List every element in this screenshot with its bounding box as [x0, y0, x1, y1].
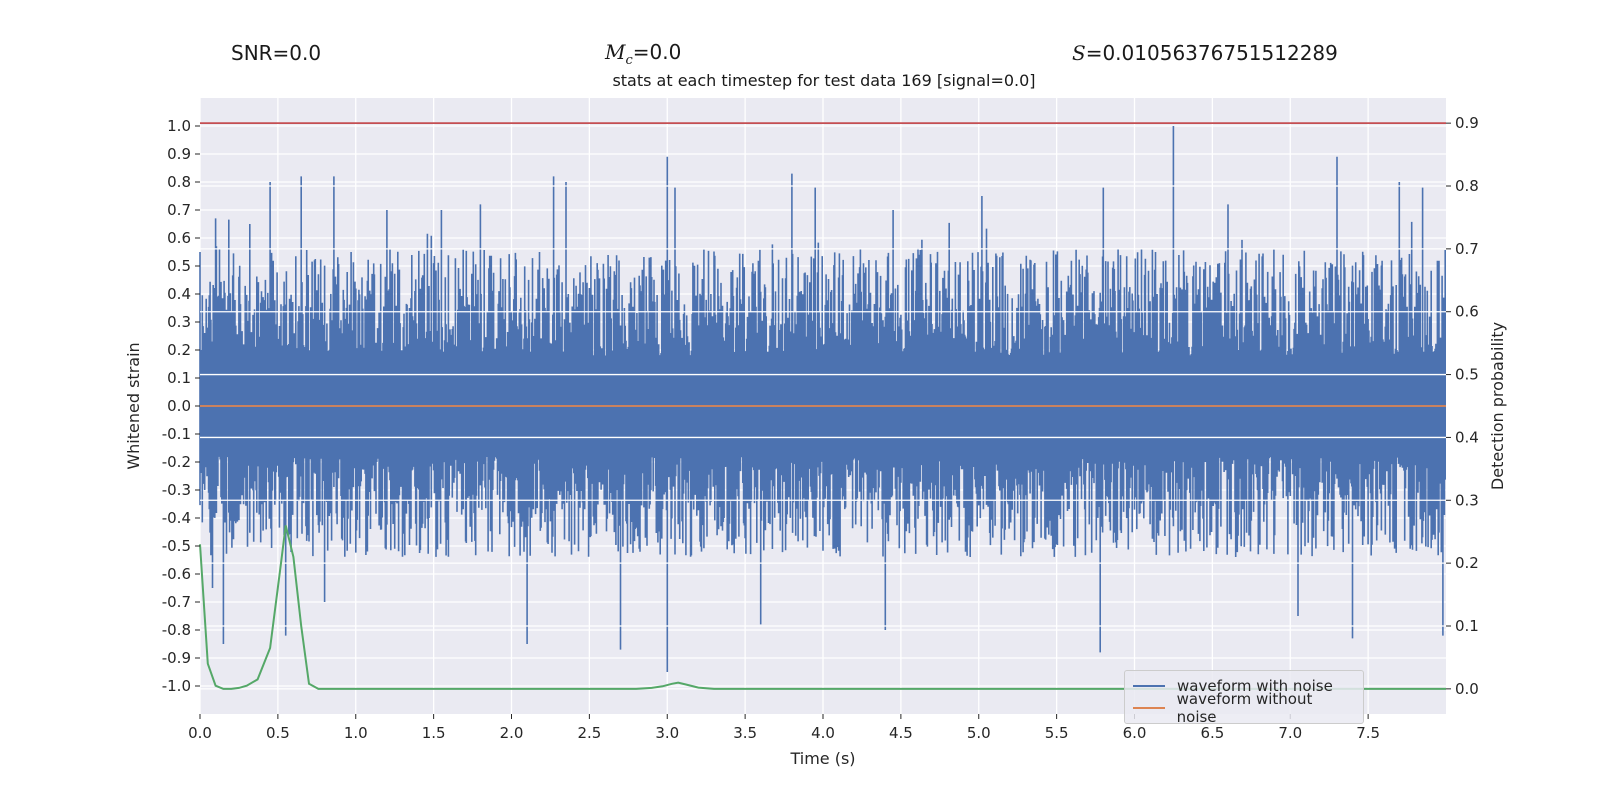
x-tick-label: 2.0 — [500, 724, 524, 742]
y2-tick-label: 0.7 — [1455, 240, 1479, 258]
s-symbol: S — [1072, 41, 1086, 65]
y-tick-label: -0.3 — [162, 481, 191, 499]
x-tick-label: 4.0 — [811, 724, 835, 742]
x-tick-label: 4.5 — [889, 724, 913, 742]
waveform-with-noise — [199, 126, 1446, 672]
y-tick-label: 0.7 — [167, 201, 191, 219]
y-tick-label: 0.3 — [167, 313, 191, 331]
y-tick-label: -0.8 — [162, 621, 191, 639]
x-tick-label: 0.5 — [266, 724, 290, 742]
x-tick-label: 5.0 — [967, 724, 991, 742]
legend-label-noise: waveform with noise — [1177, 677, 1333, 695]
y-tick-label: -0.2 — [162, 453, 191, 471]
snr-stat: SNR=0.0 — [231, 41, 321, 65]
x-tick-label: 6.5 — [1200, 724, 1224, 742]
y-tick-label: 0.5 — [167, 257, 191, 275]
y-tick-label: 1.0 — [167, 117, 191, 135]
y2-tick-label: 0.8 — [1455, 177, 1479, 195]
y-tick-label: 0.2 — [167, 341, 191, 359]
y-tick-label: 0.4 — [167, 285, 191, 303]
y-tick-label: -0.4 — [162, 509, 191, 527]
y-tick-label: -0.9 — [162, 649, 191, 667]
y-tick-label: 0.1 — [167, 369, 191, 387]
legend-item-noise: waveform with noise — [1133, 675, 1355, 697]
y-tick-label: 0.6 — [167, 229, 191, 247]
y2-tick-label: 0.9 — [1455, 114, 1479, 132]
series-layer — [199, 122, 1446, 690]
y2-tick-label: 0.0 — [1455, 680, 1479, 698]
legend-swatch-clean — [1133, 707, 1165, 709]
mc-symbol: M — [605, 40, 626, 64]
y2-tick-label: 0.2 — [1455, 554, 1479, 572]
chirp-mass-stat: Mc=0.0 — [605, 40, 681, 68]
x-axis-label: Time (s) — [789, 749, 855, 768]
x-tick-label: 5.5 — [1045, 724, 1069, 742]
x-tick-label: 0.0 — [188, 724, 212, 742]
y-tick-label: -1.0 — [162, 677, 191, 695]
y2-axis-label: Detection probability — [1488, 322, 1507, 490]
y2-tick-label: 0.6 — [1455, 303, 1479, 321]
legend-label-clean: waveform without noise — [1176, 690, 1313, 726]
x-tick-label: 7.5 — [1356, 724, 1380, 742]
x-tick-label: 7.0 — [1278, 724, 1302, 742]
y-tick-label: -0.6 — [162, 565, 191, 583]
legend-item-clean: waveform without noise — [1133, 690, 1355, 726]
legend-swatch-noise — [1133, 685, 1165, 687]
y-tick-label: -0.7 — [162, 593, 191, 611]
x-tick-label: 3.0 — [655, 724, 679, 742]
x-tick-label: 3.5 — [733, 724, 757, 742]
y2-tick-label: 0.1 — [1455, 617, 1479, 635]
mc-subscript: c — [625, 53, 633, 68]
y-tick-label: -0.1 — [162, 425, 191, 443]
y2-tick-label: 0.3 — [1455, 491, 1479, 509]
noise-core-band — [200, 369, 1446, 434]
x-tick-label: 1.0 — [344, 724, 368, 742]
y-tick-label: 0.0 — [167, 397, 191, 415]
s-value: =0.010563767515122​89 — [1085, 41, 1338, 65]
x-tick-label: 6.0 — [1123, 724, 1147, 742]
detection-probability-line — [199, 525, 1446, 690]
y-tick-label: 0.8 — [167, 173, 191, 191]
mc-value: =0.0 — [632, 40, 682, 64]
snr-text: SNR=0.0 — [231, 41, 322, 65]
y2-tick-label: 0.5 — [1455, 366, 1479, 384]
x-tick-label: 1.5 — [422, 724, 446, 742]
s-stat: S=0.010563767515122​89 — [1072, 41, 1338, 65]
legend: waveform with noise waveform without noi… — [1124, 670, 1364, 726]
chart-title: stats at each timestep for test data 169… — [612, 71, 1036, 90]
y2-tick-label: 0.4 — [1455, 428, 1479, 446]
y-tick-label: 0.9 — [167, 145, 191, 163]
y-tick-label: -0.5 — [162, 537, 191, 555]
x-tick-label: 2.5 — [577, 724, 601, 742]
axes-layer: 0.0 0.5 1.0 1.5 2.0 2.5 3.0 3.5 4.0 4.5 5.0 5.5 6.0 6… — [124, 114, 1507, 768]
y-axis-label: Whitened strain — [124, 342, 143, 469]
